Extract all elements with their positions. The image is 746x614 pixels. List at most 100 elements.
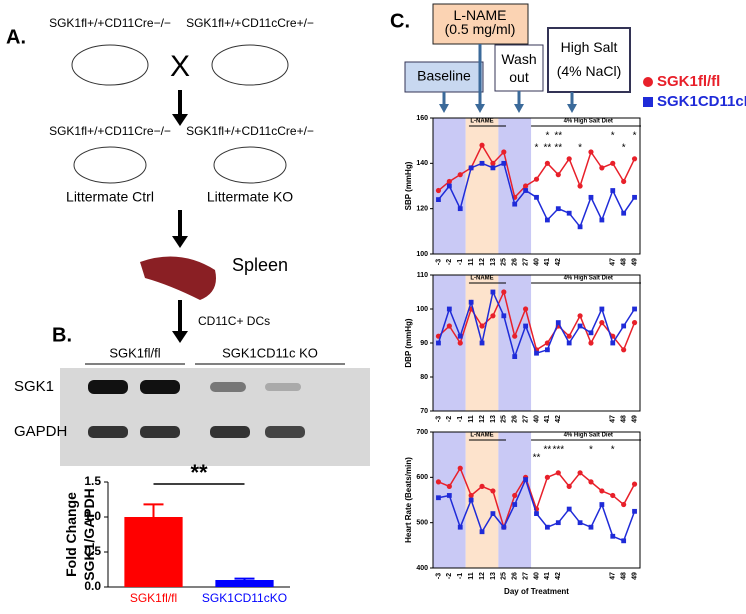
- marker: [621, 323, 627, 329]
- x-tick-label: 26: [512, 258, 519, 266]
- y-tick-label: 70: [420, 408, 428, 415]
- y-tick-label: 500: [416, 520, 428, 527]
- marker: [436, 197, 441, 202]
- significance: **: [554, 131, 562, 142]
- marker: [577, 323, 583, 329]
- marker: [490, 160, 496, 166]
- x-tick-label: -3: [435, 573, 442, 579]
- y-tick-label: 110: [417, 272, 428, 279]
- marker: [566, 483, 572, 489]
- x-tick-label: 26: [512, 415, 519, 423]
- annotation: L-NAME: [470, 276, 493, 282]
- offspring-label: SGK1fl+/+CD11Cre−/−: [49, 124, 171, 138]
- x-tick-label: -2: [446, 416, 453, 422]
- offspring-label: SGK1fl+/+CD11cCre+/−: [186, 124, 314, 138]
- cross: X: [170, 50, 190, 83]
- box-text: Wash out: [501, 51, 536, 85]
- marker: [632, 508, 637, 514]
- annotation: L-NAME: [470, 433, 493, 439]
- significance: *: [611, 131, 615, 142]
- marker: [457, 206, 463, 212]
- y-axis-label: Heart Rate (Beats/min): [404, 457, 413, 543]
- marker: [631, 156, 638, 162]
- marker: [610, 533, 616, 539]
- error-bar: [143, 503, 164, 517]
- x-tick-label: -1: [457, 259, 464, 265]
- marker: [588, 330, 594, 336]
- marker: [577, 470, 583, 476]
- marker: [555, 206, 561, 212]
- marker: [479, 323, 485, 329]
- band: [265, 383, 301, 391]
- y-tick-label: 80: [420, 374, 428, 381]
- y-tick-label: 1.0: [84, 509, 101, 523]
- significance: **: [543, 445, 551, 456]
- band: [140, 380, 180, 394]
- x-tick-label: -3: [435, 416, 442, 422]
- marker: [577, 224, 583, 230]
- marker: [621, 347, 627, 353]
- x-tick-label: -1: [457, 573, 464, 579]
- significance: **: [554, 143, 562, 154]
- mouse: [71, 44, 149, 86]
- marker: [479, 142, 485, 148]
- x-tick-label: 11: [468, 415, 475, 423]
- annotation: 4% High Salt Diet: [564, 276, 613, 282]
- x-tick-label: 42: [555, 572, 562, 580]
- x-tick-label: 40: [533, 258, 540, 266]
- band: [140, 426, 180, 438]
- mouse: [73, 146, 147, 184]
- marker: [512, 492, 518, 499]
- marker: [566, 210, 572, 216]
- marker: [457, 524, 463, 530]
- plot-frame: [432, 117, 641, 255]
- marker: [588, 194, 594, 200]
- x-tick-label: 27: [522, 572, 529, 580]
- x-tick-label: 49: [631, 415, 638, 423]
- x-tick-label: 49: [631, 258, 638, 266]
- annotation: 4% High Salt Diet: [564, 433, 613, 439]
- marker: [501, 289, 507, 295]
- spleen-label: Spleen: [232, 255, 288, 275]
- marker: [621, 178, 627, 185]
- x-tick-label: -3: [435, 259, 442, 265]
- marker: [588, 479, 594, 485]
- marker: [555, 520, 561, 526]
- y-tick-label: 0.5: [84, 544, 101, 558]
- marker: [621, 501, 627, 508]
- y-tick-label: 600: [416, 474, 428, 481]
- band: [210, 426, 250, 438]
- marker: [534, 194, 539, 200]
- error-bar: [234, 577, 255, 580]
- x-tick-label: SGK1fl/fl: [130, 591, 177, 605]
- significance: **: [190, 460, 208, 485]
- significance: **: [543, 143, 551, 154]
- box-text: High Salt (4% NaCl): [557, 39, 622, 79]
- offspring-name: Littermate KO: [207, 189, 293, 205]
- x-tick-label: 12: [479, 258, 486, 266]
- box: [432, 3, 529, 45]
- marker: [457, 340, 463, 346]
- marker: [632, 194, 637, 200]
- y-tick-label: 90: [420, 340, 428, 347]
- x-tick-label: 40: [533, 572, 540, 580]
- phase-band: [498, 275, 532, 411]
- x-tick-label: 49: [631, 572, 638, 580]
- y-tick-label: 160: [416, 115, 428, 122]
- mouse: [211, 44, 289, 86]
- marker: [566, 333, 572, 339]
- band: [88, 380, 128, 394]
- marker: [632, 306, 637, 312]
- significance: *: [611, 445, 615, 456]
- marker: [631, 320, 638, 326]
- marker: [544, 347, 550, 353]
- marker: [512, 333, 518, 339]
- x-tick-label: -2: [446, 259, 453, 265]
- marker: [490, 289, 496, 295]
- arrow-head: [514, 104, 524, 113]
- marker: [457, 172, 463, 178]
- y-axis-label: Fold Change SGK1/GAPDH: [63, 488, 97, 581]
- marker: [512, 354, 518, 359]
- marker: [577, 313, 583, 319]
